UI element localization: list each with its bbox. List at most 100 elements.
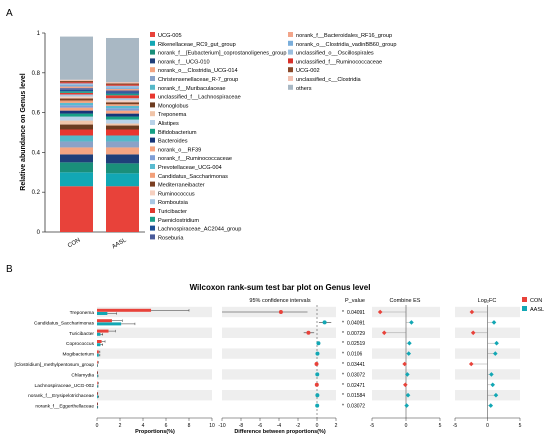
bar-segment bbox=[106, 154, 139, 164]
legend-entry: others bbox=[296, 86, 312, 92]
bar-segment bbox=[60, 96, 93, 99]
x-tick-label: -10 bbox=[218, 423, 225, 429]
bar-segment bbox=[60, 92, 93, 95]
bar-segment bbox=[60, 110, 93, 114]
ci-point bbox=[316, 341, 321, 346]
proportion-bar bbox=[97, 322, 122, 326]
bar-segment bbox=[60, 36, 93, 80]
bar-segment bbox=[106, 147, 139, 155]
legend-swatch bbox=[150, 208, 155, 213]
bar-segment bbox=[106, 85, 139, 88]
row-band bbox=[97, 348, 212, 359]
legend-swatch bbox=[150, 164, 155, 169]
x-tick-label: 10 bbox=[209, 423, 215, 429]
legend-swatch bbox=[150, 93, 155, 99]
ci-title: 95% confidence intervals bbox=[249, 298, 310, 304]
bar-segment bbox=[60, 98, 93, 101]
legend-swatch bbox=[150, 102, 155, 108]
legend-entry: Prevotellaceae_UCG-004 bbox=[158, 165, 222, 171]
legend-entry: Treponema bbox=[158, 112, 187, 118]
x-tick-label: 5 bbox=[519, 423, 522, 429]
legend-entry: Turicibacter bbox=[158, 209, 187, 215]
effect-marker bbox=[470, 330, 476, 336]
proportion-bar bbox=[97, 353, 99, 357]
proportion-bar bbox=[97, 312, 108, 315]
bar-segment bbox=[106, 92, 139, 94]
legend-entry: Paeniclostridium bbox=[158, 218, 199, 224]
bar-segment bbox=[106, 186, 139, 232]
bar-segment bbox=[60, 88, 93, 90]
bar-segment bbox=[106, 135, 139, 142]
bar-segment bbox=[106, 104, 139, 106]
bar-segment bbox=[106, 82, 139, 84]
legend: UCG-005Rikenellaceae_RC9_gut_groupnorank… bbox=[150, 32, 396, 241]
effect-marker bbox=[402, 361, 407, 367]
category-label: norank_f__Eggerthellaceae bbox=[35, 404, 94, 410]
legend-entry: Candidatus_Saccharimonas bbox=[158, 174, 228, 180]
legend-swatch bbox=[522, 306, 527, 311]
legend-swatch bbox=[288, 84, 293, 90]
bar-segment bbox=[60, 83, 93, 85]
legend-swatch bbox=[150, 40, 155, 46]
legend-entry: norank_f__UCG-010 bbox=[158, 59, 210, 65]
proportion-bar bbox=[97, 371, 98, 375]
bar-segment bbox=[60, 120, 93, 125]
category-label: Coprococcus bbox=[66, 341, 95, 347]
row-band bbox=[222, 369, 336, 380]
y-tick-label: 0 bbox=[37, 230, 41, 236]
bar-segment bbox=[106, 102, 139, 105]
legend-swatch bbox=[288, 49, 293, 55]
effect-marker bbox=[407, 340, 412, 346]
ci-point bbox=[306, 330, 311, 335]
bar-segment bbox=[106, 95, 139, 99]
ci-point bbox=[315, 372, 320, 377]
p-value: 0.03072 bbox=[347, 372, 365, 378]
category-label: norank_f__Erysipelotrichaceae bbox=[28, 393, 94, 399]
bar-segment bbox=[60, 79, 93, 81]
category-label: Mogibacterium bbox=[63, 352, 94, 358]
bar-segment bbox=[60, 147, 93, 155]
legend-swatch bbox=[288, 32, 293, 37]
legend-entry: norank_o__RF39 bbox=[158, 147, 201, 153]
row-band bbox=[222, 348, 336, 359]
legend-entry: Bacteroides bbox=[158, 139, 188, 145]
significance-star: * bbox=[342, 383, 344, 389]
proportion-bar bbox=[97, 308, 152, 312]
significance-star: * bbox=[342, 372, 344, 378]
significance-star: * bbox=[342, 310, 344, 316]
category-label: Turicibacter bbox=[69, 331, 94, 337]
legend-entry: norank_o__Clostridia_UCG-014 bbox=[158, 68, 238, 74]
legend-entry: unclassified_o__Oscillospirales bbox=[296, 51, 374, 57]
bar-segment bbox=[60, 94, 93, 97]
bar-segment bbox=[106, 163, 139, 174]
legend-swatch bbox=[150, 225, 155, 231]
legend-swatch bbox=[288, 67, 293, 73]
bar-segment bbox=[106, 119, 139, 124]
y-tick-label: 0.6 bbox=[32, 111, 41, 117]
legend-swatch bbox=[150, 111, 155, 117]
effect-marker bbox=[494, 340, 499, 346]
legend-swatch bbox=[150, 137, 155, 143]
row-band bbox=[97, 306, 212, 318]
bar-segment bbox=[106, 116, 139, 120]
x-tick-label: -4 bbox=[277, 423, 282, 429]
ci-point bbox=[315, 393, 320, 398]
panel-b-label: B bbox=[6, 264, 13, 275]
x-tick-label: 5 bbox=[439, 423, 442, 429]
log2fc-title: Log₂FC bbox=[478, 298, 497, 304]
bar-segment bbox=[60, 113, 93, 117]
legend-swatch bbox=[150, 32, 155, 37]
effect-marker bbox=[403, 382, 408, 388]
legend-entry: Bifidobacterium bbox=[158, 130, 197, 136]
stacked-bar-chart: Relative abundance on Genus level 0 0.2 0.… bbox=[20, 31, 396, 250]
proportion-bar bbox=[97, 329, 109, 333]
ci-point bbox=[315, 403, 320, 408]
bar-segment bbox=[60, 105, 93, 108]
bar-segment bbox=[60, 89, 93, 92]
legend-swatch bbox=[150, 190, 155, 196]
effect-marker bbox=[488, 403, 494, 408]
legend-entry: UCG-005 bbox=[158, 33, 182, 39]
proportion-bar bbox=[97, 402, 98, 406]
pvalue-header: P_value bbox=[345, 298, 365, 304]
